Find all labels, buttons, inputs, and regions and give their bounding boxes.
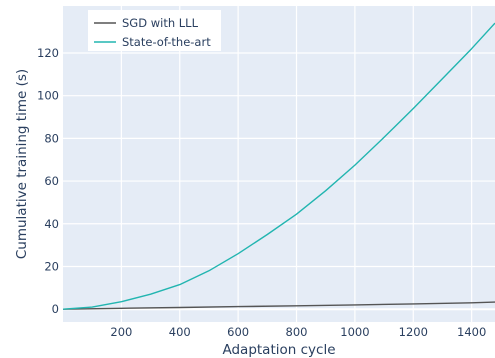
- legend-box: [88, 10, 221, 51]
- series-line-1: [62, 301, 495, 310]
- x-tick-label: 600: [227, 325, 249, 339]
- x-tick-label: 1200: [399, 325, 428, 339]
- x-tick-labels: 200 400 600 800 1000 1200 1400: [110, 325, 486, 339]
- y-tick-label: 100: [37, 89, 59, 103]
- y-tick-label: 40: [44, 217, 59, 231]
- y-tick-label: 60: [44, 174, 59, 188]
- legend[interactable]: SGD with LLL State-of-the-art: [88, 10, 221, 51]
- y-tick-labels: 0 20 40 60 80 100 120: [37, 46, 59, 316]
- y-tick-label: 20: [44, 259, 59, 273]
- grid-lines: [63, 6, 495, 322]
- legend-label: SGD with LLL: [122, 16, 199, 30]
- legend-label: State-of-the-art: [122, 35, 211, 49]
- series-layer: [62, 22, 495, 310]
- plot-background: [63, 6, 495, 322]
- y-axis-title: Cumulative training time (s): [14, 69, 30, 259]
- y-tick-label: 120: [37, 46, 59, 60]
- x-tick-label: 800: [286, 325, 308, 339]
- x-tick-label: 1400: [457, 325, 486, 339]
- x-axis-title: Adaptation cycle: [222, 342, 335, 358]
- x-tick-label: 400: [169, 325, 191, 339]
- x-tick-label: 200: [110, 325, 132, 339]
- y-tick-label: 80: [44, 131, 59, 145]
- x-tick-label: 1000: [340, 325, 369, 339]
- y-tick-label: 0: [52, 302, 59, 316]
- series-line-2: [62, 22, 495, 310]
